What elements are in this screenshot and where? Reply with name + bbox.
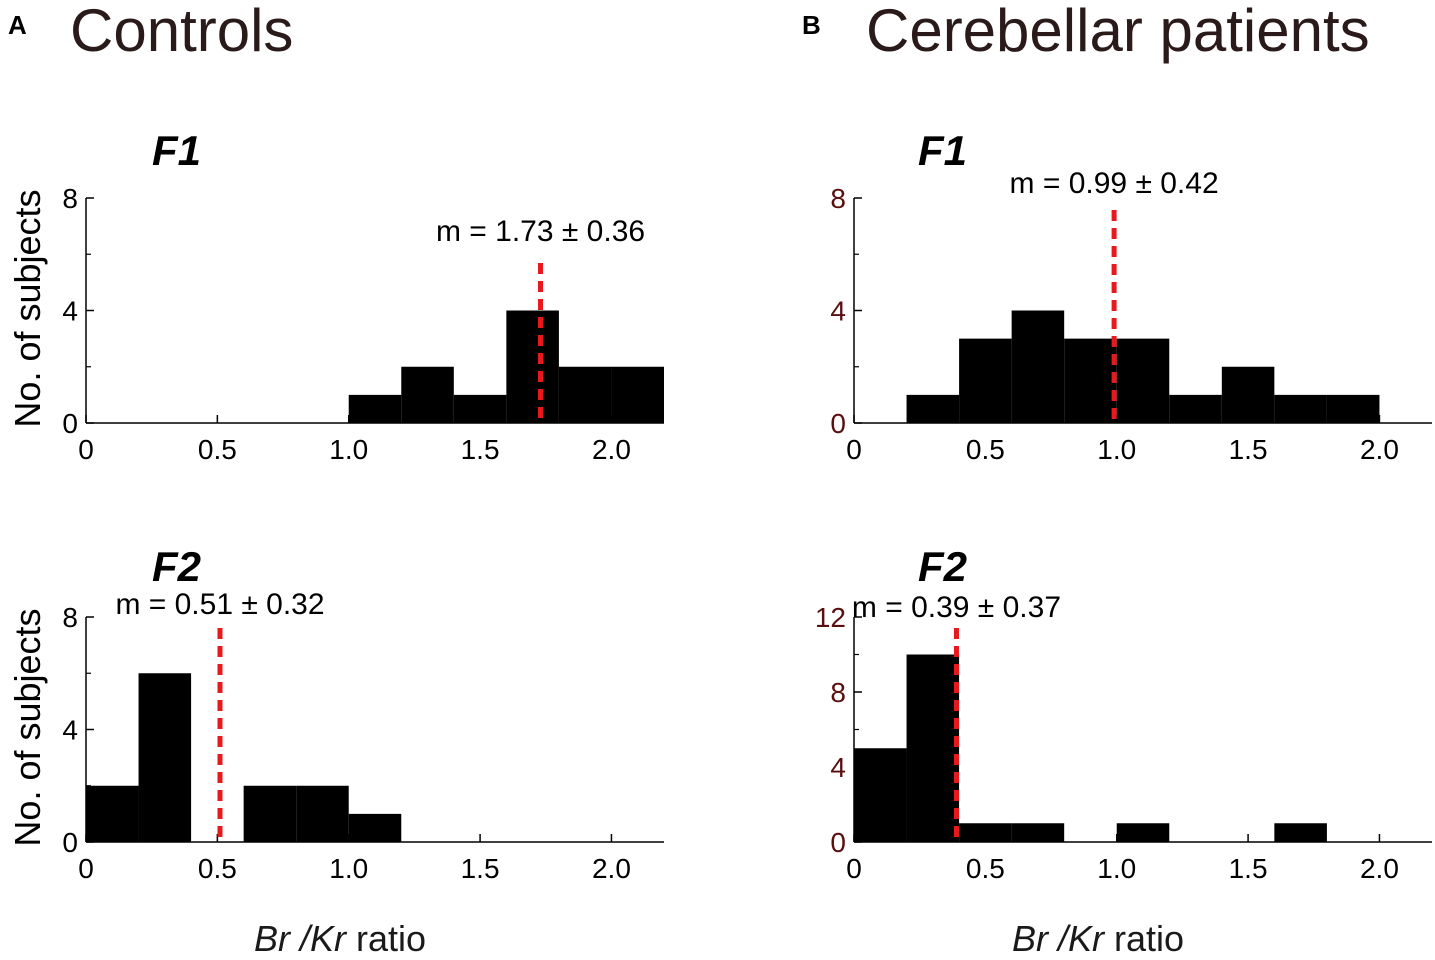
histogram-bar (296, 785, 349, 842)
subplot-title: F1 (152, 127, 201, 174)
x-tick-label: 1.0 (1097, 434, 1136, 465)
panel-a-xlabel-var: Br /Kr (254, 918, 347, 959)
x-tick-label: 0 (846, 853, 862, 884)
subplot-title: F2 (152, 543, 201, 590)
panel-a-title: Controls (70, 0, 294, 64)
mean-label: m = 1.73 ± 0.36 (436, 215, 645, 248)
y-tick-label: 0 (830, 408, 846, 439)
histogram-bar (906, 394, 960, 423)
y-tick-label: 4 (62, 715, 78, 746)
y-tick-label: 0 (830, 827, 846, 858)
chart-b-f1: 0 0.5 1.0 1.5 2.0 0 4 8 m = 0.99 ± 0.42 F1 (830, 127, 1432, 465)
histogram-bar (959, 338, 1012, 423)
panel-a-xlabel: Br /Kr ratio (254, 918, 426, 960)
histogram-bar (1064, 338, 1117, 423)
histogram-bar (611, 366, 664, 423)
x-tick-label: 1.5 (461, 434, 500, 465)
y-tick-label: 8 (62, 183, 78, 214)
x-tick-label: 0 (78, 434, 94, 465)
x-tick-label: 0.5 (966, 434, 1005, 465)
y-tick-label: 8 (830, 677, 846, 708)
y-tick-label: 12 (815, 602, 846, 633)
x-tick-label: 0.5 (198, 434, 237, 465)
histogram-bar (959, 823, 1012, 842)
histogram-bar (1116, 823, 1170, 842)
panel-a-letter: A (8, 10, 27, 40)
mean-label: m = 0.99 ± 0.42 (1010, 167, 1219, 200)
histogram-bar (1221, 366, 1275, 423)
histogram-bar (1011, 310, 1065, 423)
histogram-bar (506, 310, 559, 423)
x-tick-label: 1.5 (1229, 434, 1268, 465)
subplot-title: F1 (918, 127, 967, 174)
histogram-bar (86, 785, 139, 842)
histogram-bar (401, 366, 454, 423)
subplot-title: F2 (918, 543, 967, 590)
x-tick-label: 1.5 (461, 853, 500, 884)
x-tick-label: 2.0 (1360, 853, 1399, 884)
histogram-bar (243, 785, 297, 842)
panel-b-xlabel: Br /Kr ratio (1012, 918, 1184, 960)
y-tick-label: 4 (830, 752, 846, 783)
histogram-bar (906, 654, 960, 842)
histogram-bar (558, 366, 612, 423)
histogram-bar (1274, 823, 1327, 842)
y-axis-label: No. of subjects (7, 608, 48, 846)
x-tick-label: 0.5 (966, 853, 1005, 884)
chart-a-f1: 0 0.5 1.0 1.5 2.0 0 4 8 m = 1.73 ± 0.36 F1 No. of … (7, 127, 664, 465)
panel-b-xlabel-var: Br /Kr (1012, 918, 1105, 959)
mean-label: m = 0.39 ± 0.37 (852, 591, 1061, 624)
y-tick-label: 0 (62, 827, 78, 858)
x-tick-label: 2.0 (592, 434, 631, 465)
panel-b-letter: B (802, 10, 821, 40)
panel-b-xlabel-rest: ratio (1104, 918, 1185, 959)
histogram-bar (348, 813, 402, 842)
x-tick-label: 0 (78, 853, 94, 884)
mean-label: m = 0.51 ± 0.32 (115, 588, 324, 621)
y-tick-label: 8 (830, 183, 846, 214)
y-tick-label: 4 (62, 296, 78, 327)
histogram-bar (1274, 394, 1327, 423)
x-tick-label: 1.0 (329, 434, 368, 465)
histogram-bar (854, 748, 907, 842)
histogram-bar (1326, 394, 1380, 423)
y-tick-label: 0 (62, 408, 78, 439)
x-tick-label: 1.5 (1229, 853, 1268, 884)
x-tick-label: 2.0 (592, 853, 631, 884)
x-tick-label: 0.5 (198, 853, 237, 884)
panel-b-title: Cerebellar patients (866, 0, 1370, 64)
histogram-bar (348, 394, 402, 423)
histogram-bar (138, 673, 192, 842)
x-tick-label: 2.0 (1360, 434, 1399, 465)
histogram-bar (1011, 823, 1065, 842)
histogram-bar (1169, 394, 1222, 423)
y-tick-label: 8 (62, 602, 78, 633)
x-tick-label: 1.0 (1097, 853, 1136, 884)
y-tick-label: 4 (830, 296, 846, 327)
y-axis-label: No. of subjects (7, 189, 48, 427)
panel-a-xlabel-rest: ratio (346, 918, 427, 959)
x-tick-label: 1.0 (329, 853, 368, 884)
x-tick-label: 0 (846, 434, 862, 465)
histogram-bar (1116, 338, 1170, 423)
